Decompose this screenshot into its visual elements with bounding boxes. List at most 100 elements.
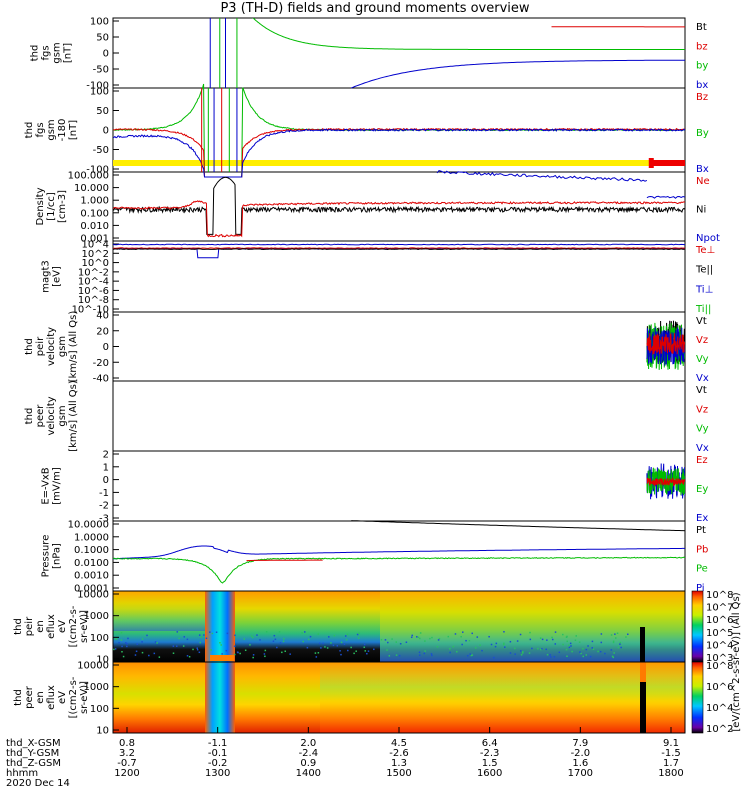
spec-pixel	[468, 639, 471, 642]
spec-pixel	[367, 650, 370, 652]
xtick-thd_Z-GSM: -0.2	[208, 758, 228, 769]
spec-pixel	[264, 655, 266, 658]
spec-pixel	[249, 644, 251, 646]
ylabel-temp: [eV]	[52, 266, 63, 287]
ylabel-peer-spec: sr-eV)]	[79, 681, 90, 714]
spec-pixel	[301, 632, 303, 634]
xtick-thd_Z-GSM: 0.9	[300, 758, 316, 769]
spec-pixel	[250, 635, 253, 637]
spec-pixel	[134, 654, 137, 656]
spec-pixel	[424, 650, 426, 652]
spec-pixel	[314, 652, 317, 654]
spec-pixel	[592, 648, 595, 650]
spec-pixel	[388, 655, 391, 657]
spec-pixel	[220, 644, 222, 646]
spec-pixel	[315, 656, 318, 658]
spec-pixel	[219, 641, 221, 644]
xtick-thd_Z-GSM: 1.6	[572, 758, 588, 769]
xtick-thd_Y-GSM: -2.6	[389, 748, 409, 759]
ylabel-fgs-dc: -180	[57, 119, 68, 142]
spec-pixel	[386, 649, 388, 651]
xtick-thd_Y-GSM: -2.0	[571, 748, 591, 759]
legend-fgs-3: bx	[696, 80, 708, 91]
ytick-temp: 10^-6	[78, 286, 109, 297]
spec-pixel	[431, 636, 433, 639]
spec-pixel	[571, 650, 573, 653]
spec-pixel	[176, 645, 178, 647]
spec-pixel	[429, 637, 431, 640]
series-Te-par	[113, 248, 685, 251]
ytick-pressure: 0.0001	[74, 584, 109, 595]
spec-pixel	[244, 649, 247, 652]
series-Npot	[436, 170, 648, 182]
spec-pixel	[528, 652, 531, 654]
spec-pixel	[127, 637, 129, 640]
spec-pixel	[471, 632, 473, 635]
ytick-fgs-dc: 100	[90, 87, 109, 98]
ytick-temp: 10^-8	[78, 295, 109, 306]
spec-pixel	[121, 645, 123, 648]
xtick-thd_Y-GSM: 3.2	[119, 748, 135, 759]
spec-pixel	[579, 651, 581, 653]
spec-pixel	[148, 654, 150, 657]
spec-pixel	[345, 639, 348, 641]
ylabel-density: [cm-3]	[57, 190, 68, 223]
spec-pixel	[580, 652, 582, 655]
spec-pixel	[278, 631, 281, 633]
spec-pixel	[237, 651, 239, 654]
ytick-fgs-dc: -50	[93, 145, 109, 156]
spec-pixel	[625, 636, 627, 638]
series-bx	[351, 59, 685, 89]
spec-pixel	[488, 635, 490, 638]
spec-pixel	[456, 650, 458, 653]
ylabel-density: [1/cc]	[46, 192, 57, 221]
spec-pixel	[565, 636, 568, 638]
spec-pixel	[562, 633, 564, 636]
ytick-peir-spec: 10000	[77, 590, 109, 601]
spec-pixel	[529, 638, 532, 641]
ylabel-pressure: Pressure	[41, 535, 52, 578]
ylabel-fgs-dc: thd	[24, 122, 35, 139]
colorbar-tick: 10^6	[706, 682, 733, 693]
spec-pixel	[570, 645, 572, 647]
ylabel-peer-spec: en	[35, 691, 46, 704]
spec-pixel	[122, 655, 125, 658]
xtick-thd_X-GSM: 9.1	[663, 738, 679, 749]
spec-pixel	[504, 646, 506, 648]
legend-peer-vel-3: Vx	[696, 443, 709, 454]
spec-pixel	[343, 643, 346, 645]
spec-pixel	[551, 636, 553, 639]
ylabel-peir-spec: sr-eV)]	[79, 610, 90, 643]
spec-pixel	[476, 636, 479, 638]
spec-pixel	[417, 636, 420, 639]
spec-pixel	[599, 650, 602, 653]
ytick-peer-spec: 10000	[77, 661, 109, 672]
spec-pixel	[495, 642, 498, 645]
xtick-hhmm: 1700	[568, 768, 593, 779]
spec-pixel	[551, 638, 554, 641]
spec-pixel	[226, 632, 229, 635]
legend-fgs-dc-1: By	[696, 128, 709, 139]
spec-pixel	[419, 637, 421, 640]
spec-pixel	[358, 632, 360, 635]
spec-pixel	[200, 636, 202, 638]
legend-pressure-2: Pe	[696, 564, 708, 575]
spec-pixel	[522, 651, 524, 653]
series-Bx	[113, 128, 685, 178]
spec-pixel	[471, 654, 474, 656]
ylabel-peir-spec: eV	[57, 620, 68, 633]
panel-density	[112, 171, 686, 242]
spec-pixel	[585, 648, 588, 651]
series-Pt	[351, 520, 685, 532]
ytick-peer-spec: 1000	[84, 682, 109, 693]
ytick-fgs-dc: 0	[103, 126, 109, 137]
spec-pixel	[265, 631, 268, 633]
panel-pressure	[112, 520, 686, 592]
spec-pixel	[545, 648, 548, 651]
spec-pixel	[120, 631, 123, 634]
spec-pixel	[182, 645, 185, 647]
spec-pixel	[120, 639, 123, 641]
spec-pixel	[398, 654, 401, 657]
spec-pixel	[619, 641, 622, 644]
